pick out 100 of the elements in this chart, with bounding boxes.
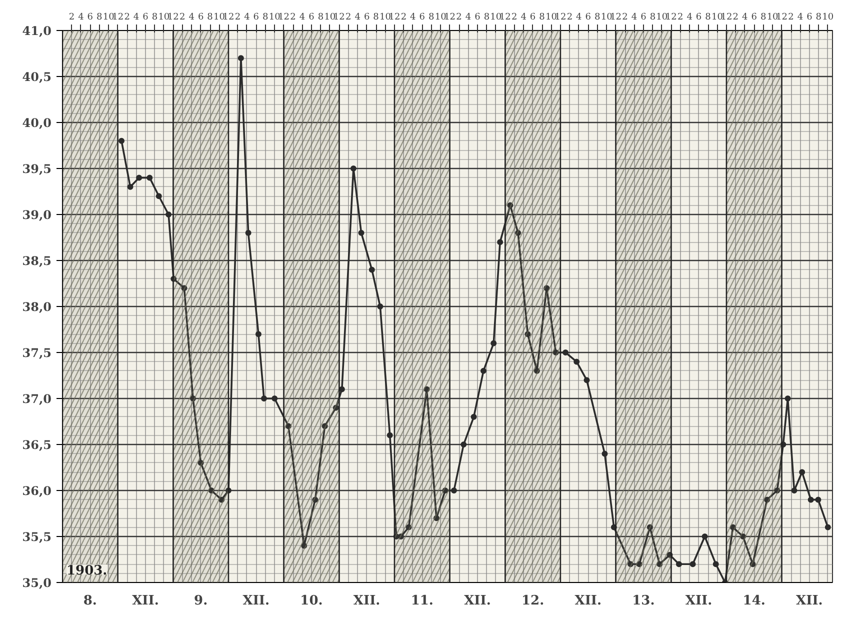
x2-tick-label: 6 [198, 12, 204, 22]
y-tick-label: 40,0 [22, 116, 52, 130]
x2-tick-label: 10 [158, 12, 170, 22]
x-tick-label: 12. [521, 594, 544, 608]
x2-tick-label: 12 [444, 12, 456, 22]
x2-tick-label: 10 [380, 12, 392, 22]
x2-tick-label: 6 [364, 12, 370, 22]
x2-tick-label: 8 [705, 12, 712, 22]
x2-tick-label: 4 [520, 12, 527, 22]
x2-tick-label: 10 [600, 12, 613, 22]
x2-tick-label: 4 [188, 12, 195, 22]
y-tick-label: 38,5 [22, 254, 52, 268]
y-tick-label: 37,5 [22, 346, 52, 360]
x-tick-label: XII. [132, 594, 159, 608]
x-tick-label: 11. [410, 594, 434, 608]
x2-tick-label: 8 [760, 12, 766, 22]
x2-tick-label: 8 [318, 12, 324, 22]
y-tick-label: 35,5 [22, 530, 52, 544]
x2-tick-label: 12 [720, 12, 732, 22]
x2-tick-label: 2 [511, 12, 518, 22]
x2-tick-label: 10 [214, 12, 226, 22]
x2-tick-label: 6 [751, 12, 758, 22]
y-tick-label: 36,0 [22, 484, 52, 498]
x-tick-label: XII. [685, 594, 712, 608]
x2-tick-label: 6 [308, 12, 315, 22]
x2-tick-label: 4 [576, 12, 582, 22]
x2-tick-label: 8 [484, 12, 490, 22]
x2-tick-label: 8 [816, 12, 822, 22]
x2-tick-label: 2 [234, 12, 241, 22]
x2-tick-label: 2 [290, 12, 296, 22]
x2-tick-label: 6 [253, 12, 260, 22]
x2-tick-label: 4 [631, 12, 638, 22]
y-tick-label: 41,0 [22, 24, 52, 38]
x2-tick-label: 12 [112, 12, 124, 22]
x2-tick-label: 12 [554, 12, 566, 22]
x2-tick-label: 12 [776, 12, 788, 22]
x2-tick-label: 6 [474, 12, 481, 22]
x2-tick-label: 4 [299, 12, 306, 22]
x2-tick-label: 12 [278, 12, 290, 22]
x-tick-label: XII. [464, 594, 491, 608]
x2-tick-label: 6 [142, 12, 149, 22]
x2-tick-label: 2 [677, 12, 684, 22]
x2-tick-label: 10 [656, 12, 668, 22]
x2-tick-label: 6 [87, 12, 94, 22]
x2-tick-label: 12 [167, 12, 179, 22]
x2-tick-label: 6 [530, 12, 536, 22]
x2-tick-label: 4 [78, 12, 84, 22]
x2-tick-label: 2 [180, 12, 186, 22]
x-tick-label: XII. [796, 594, 823, 608]
x-tick-label: XII. [574, 594, 602, 608]
x2-tick-label: 10 [102, 12, 115, 22]
x2-tick-label: 10 [766, 12, 779, 22]
x2-tick-label: 10 [822, 12, 834, 22]
x2-tick-label: 2 [788, 12, 794, 22]
x2-tick-label: 6 [640, 12, 647, 22]
y-tick-label: 36,5 [22, 438, 52, 452]
x2-tick-label: 10 [434, 12, 447, 22]
x2-tick-label: 12 [499, 12, 511, 22]
x2-tick-label: 4 [410, 12, 416, 22]
y-tick-label: 38,0 [22, 300, 52, 314]
x2-tick-label: 6 [585, 12, 592, 22]
x2-tick-label: 10 [490, 12, 502, 22]
x2-tick-label: 12 [333, 12, 345, 22]
x2-tick-label: 10 [324, 12, 336, 22]
x2-tick-label: 4 [742, 12, 748, 22]
x2-tick-label: 12 [665, 12, 677, 22]
x-tick-label: 14. [742, 594, 766, 608]
x2-tick-label: 12 [610, 12, 622, 22]
x2-tick-label: 2 [566, 12, 573, 22]
x2-tick-label: 4 [354, 12, 361, 22]
x2-tick-label: 8 [207, 12, 214, 22]
x2-tick-label: 2 [456, 12, 462, 22]
y-tick-label: 39,0 [22, 208, 52, 222]
x2-tick-label: 6 [696, 12, 702, 22]
x-tick-label: 13. [632, 594, 655, 608]
x2-tick-label: 2 [732, 12, 739, 22]
x2-tick-label: 8 [650, 12, 656, 22]
x2-tick-label: 8 [373, 12, 380, 22]
x-tick-label: 9. [194, 594, 208, 608]
x-tick-label: XII. [242, 594, 270, 608]
x2-tick-label: 10 [268, 12, 281, 22]
x2-tick-label: 10 [712, 12, 724, 22]
x2-tick-label: 2 [346, 12, 352, 22]
x2-tick-label: 2 [622, 12, 628, 22]
x2-tick-label: 8 [428, 12, 434, 22]
x2-tick-label: 6 [806, 12, 813, 22]
x2-tick-label: 8 [539, 12, 546, 22]
x2-tick-label: 2 [68, 12, 75, 22]
x2-tick-label: 4 [133, 12, 140, 22]
x-tick-label: XII. [353, 594, 380, 608]
x2-tick-label: 4 [244, 12, 250, 22]
x2-tick-label: 4 [686, 12, 693, 22]
x2-tick-label: 8 [262, 12, 269, 22]
y-tick-label: 35,0 [22, 576, 52, 590]
x2-tick-label: 4 [465, 12, 472, 22]
x2-tick-label: 2 [400, 12, 407, 22]
x2-tick-label: 8 [152, 12, 158, 22]
y-tick-label: 40,5 [22, 70, 52, 84]
x2-tick-label: 2 [124, 12, 130, 22]
x-tick-label: 8. [83, 594, 97, 608]
